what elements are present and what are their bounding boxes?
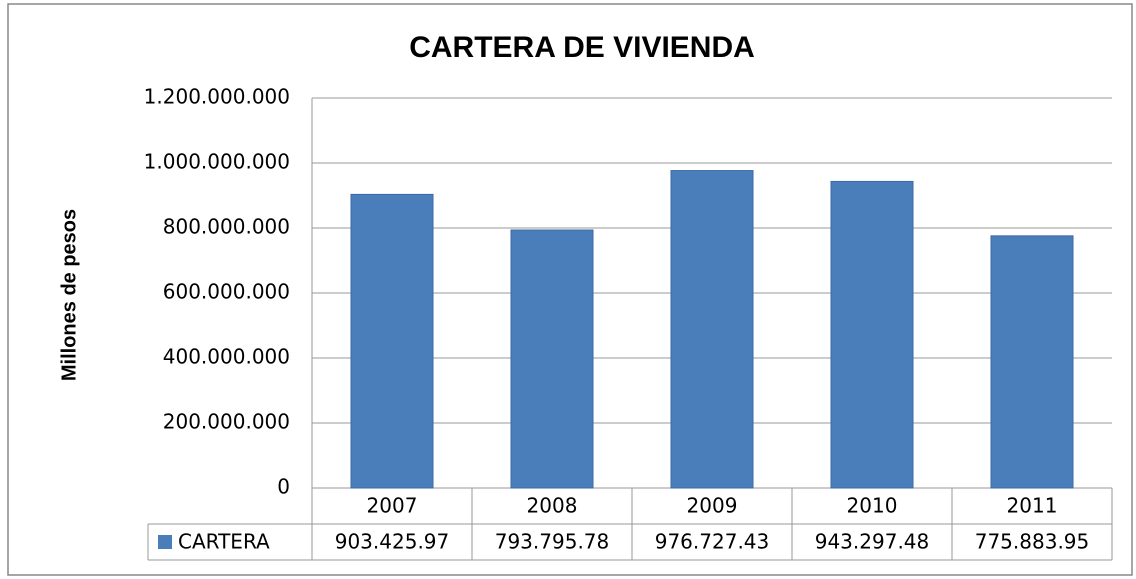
data-label: 976.727.43 — [655, 530, 770, 554]
bar — [830, 180, 914, 489]
data-label: 903.425.97 — [335, 530, 450, 554]
x-tick-label: 2009 — [687, 494, 738, 518]
y-axis-label: Millones de pesos — [58, 209, 80, 381]
x-tick-label: 2010 — [847, 494, 898, 518]
x-tick-label: 2011 — [1007, 494, 1058, 518]
bar — [510, 229, 594, 489]
y-tick-label: 600.000.000 — [163, 280, 290, 304]
y-tick-label: 1.200.000.000 — [144, 85, 290, 109]
data-label: 775.883.95 — [975, 530, 1090, 554]
chart-title: CARTERA DE VIVIENDA — [409, 31, 755, 64]
bar — [670, 170, 754, 489]
bar — [990, 235, 1074, 489]
y-tick-label: 0 — [277, 475, 290, 499]
data-label: 943.297.48 — [815, 530, 930, 554]
legend-key — [158, 535, 172, 549]
bar — [350, 193, 434, 489]
y-tick-label: 400.000.000 — [163, 345, 290, 369]
y-tick-label: 200.000.000 — [163, 410, 290, 434]
legend-label: CARTERA — [178, 530, 270, 554]
y-tick-label: 800.000.000 — [163, 215, 290, 239]
x-tick-label: 2008 — [527, 494, 578, 518]
data-label: 793.795.78 — [495, 530, 610, 554]
x-tick-label: 2007 — [367, 494, 418, 518]
y-tick-label: 1.000.000.000 — [144, 150, 290, 174]
